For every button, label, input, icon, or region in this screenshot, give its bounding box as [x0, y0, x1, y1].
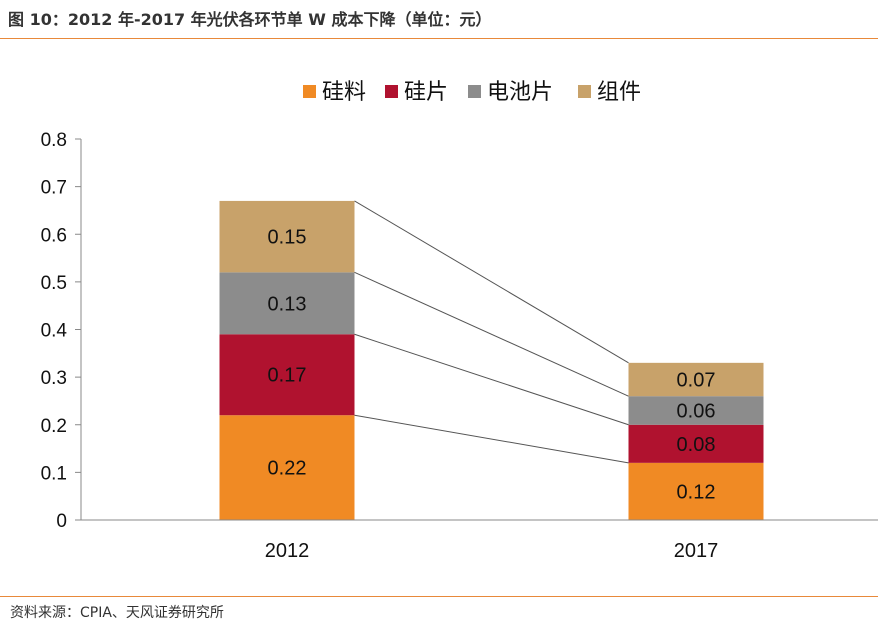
y-tick-label: 0.4 [41, 321, 68, 342]
connector-line [354, 414, 629, 464]
figure-title: 图 10：2012 年-2017 年光伏各环节单 W 成本下降（单位：元） [8, 10, 492, 29]
y-tick-label: 0.3 [41, 368, 67, 389]
x-axis: 2012 2017 [81, 519, 878, 562]
bar-segment [219, 200, 355, 273]
bar-segment [628, 424, 764, 463]
chart-legend: 硅料 硅片 电池片 组件 [303, 80, 641, 105]
title-divider [0, 38, 878, 39]
legend-swatch [578, 85, 591, 98]
data-label: 0.07 [677, 370, 716, 392]
data-label: 0.15 [268, 227, 307, 249]
connector-line [354, 271, 629, 397]
y-tick-label: 0 [56, 511, 67, 532]
y-tick-label: 0.7 [41, 178, 67, 199]
bar-segment [219, 334, 355, 416]
bar-segment [219, 272, 355, 335]
data-label: 0.08 [677, 434, 716, 456]
connector-lines [354, 200, 629, 464]
data-label: 0.17 [268, 365, 307, 387]
legend-swatch [385, 85, 398, 98]
data-label: 0.13 [268, 293, 307, 315]
connector-line [354, 333, 629, 426]
legend-swatch [303, 85, 316, 98]
source-divider [0, 596, 878, 597]
x-tick-label: 2017 [674, 540, 719, 562]
connector-line [354, 200, 629, 364]
legend-label: 组件 [597, 80, 641, 105]
y-tick-label: 0.8 [41, 130, 67, 151]
y-tick-label: 0.1 [41, 463, 67, 484]
x-tick-label: 2012 [265, 540, 310, 562]
bar-segment [628, 362, 764, 397]
data-label: 0.22 [268, 458, 307, 480]
bars: 0.22 0.17 0.13 0.15 0.12 0.08 0.06 0.07 [219, 200, 764, 520]
stacked-bar-chart: 硅料 硅片 电池片 组件 0 0.1 0.2 0.3 0.4 0.5 0.6 0.7 0.8 0.22… [41, 80, 878, 562]
y-tick-label: 0.6 [41, 225, 67, 246]
y-tick-label: 0.2 [41, 416, 67, 437]
legend-label: 电池片 [487, 80, 553, 105]
y-axis: 0 0.1 0.2 0.3 0.4 0.5 0.6 0.7 0.8 [41, 130, 82, 532]
data-label: 0.12 [677, 481, 716, 503]
y-tick-label: 0.5 [41, 273, 67, 294]
data-label: 0.06 [677, 400, 716, 422]
legend-label: 硅料 [322, 80, 366, 105]
source-note: 资料来源：CPIA、天风证券研究所 [10, 605, 224, 621]
legend-swatch [468, 85, 481, 98]
legend-label: 硅片 [404, 80, 448, 105]
bar-segment [219, 415, 355, 520]
bar-segment [628, 462, 764, 520]
bar-segment [628, 396, 764, 425]
